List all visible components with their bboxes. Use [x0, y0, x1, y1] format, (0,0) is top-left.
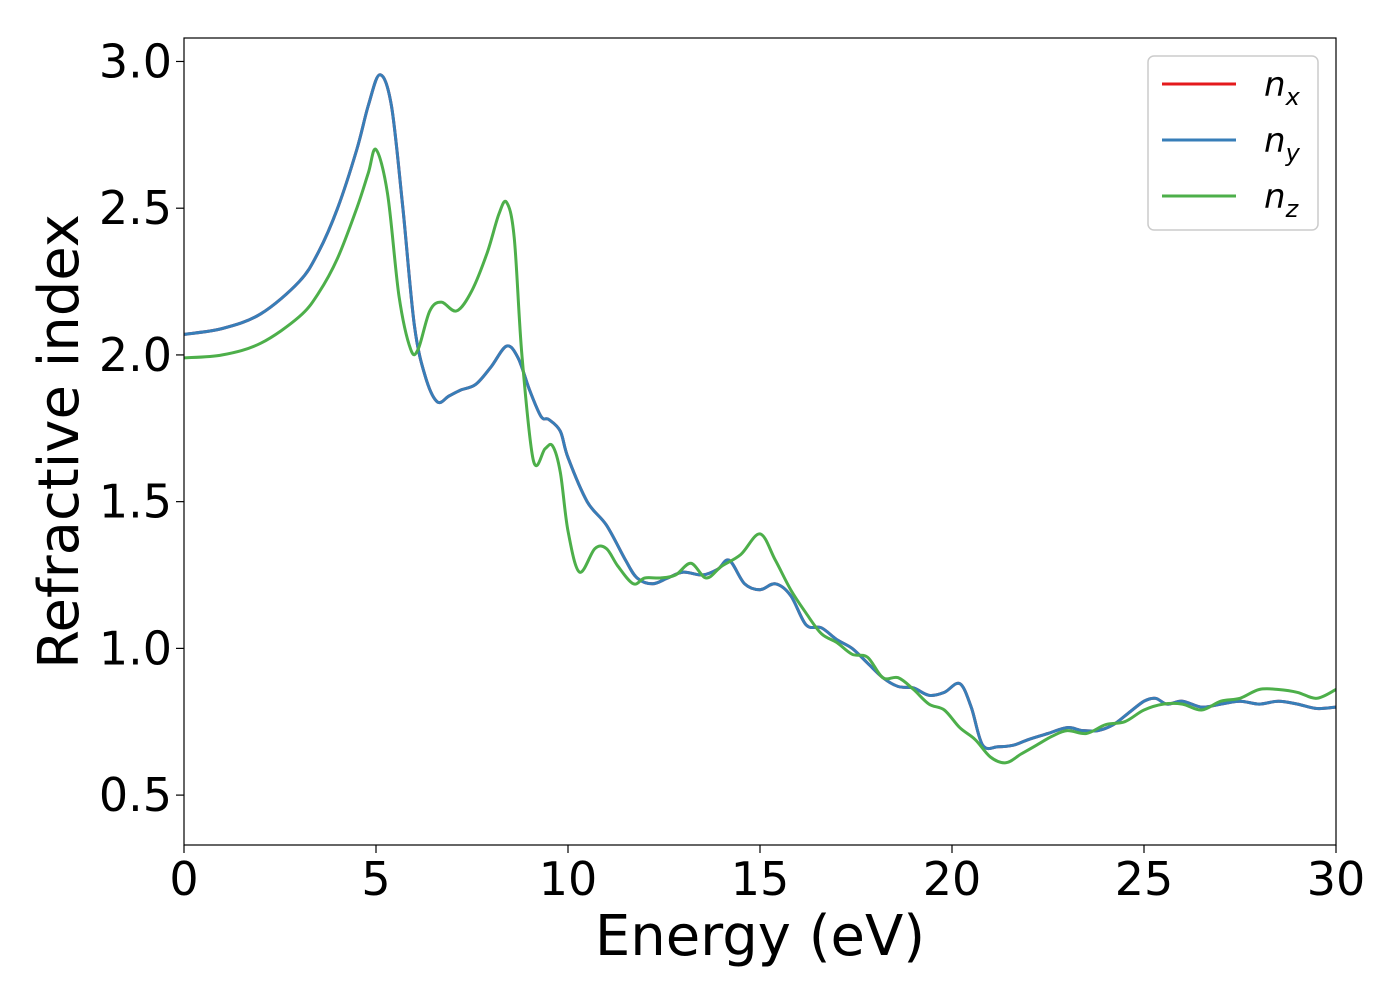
series-line-z [184, 147, 1336, 765]
y-axis-label: Refractive index [27, 214, 92, 669]
y-tick-label: 1.5 [99, 475, 172, 529]
x-tick-label: 0 [169, 852, 198, 906]
y-tick-label: 2.0 [99, 328, 172, 382]
x-tick-label: 25 [1115, 852, 1174, 906]
legend-box [1147, 55, 1319, 231]
x-tick-label: 5 [361, 852, 390, 906]
plot-area-frame [183, 37, 1337, 846]
y-tick-label: 3.0 [99, 34, 172, 88]
y-tick-label: 2.5 [99, 181, 172, 235]
x-tick-label: 15 [731, 852, 790, 906]
series-line-y [184, 73, 1336, 751]
x-tick-label: 10 [539, 852, 598, 906]
legend-label-y: ny [1264, 121, 1301, 167]
legend-label-x: nx [1264, 65, 1301, 111]
x-axis-label: Energy (eV) [595, 904, 925, 969]
x-tick-label: 20 [923, 852, 982, 906]
series-layer [184, 73, 1336, 765]
legend: nx ny nz [1147, 55, 1319, 231]
y-ticks: 0.5 1.0 1.5 2.0 2.5 3.0 [99, 34, 184, 822]
x-ticks: 0 5 10 15 20 25 30 [169, 845, 1365, 906]
y-tick-label: 0.5 [99, 768, 172, 822]
x-tick-label: 30 [1307, 852, 1366, 906]
legend-label-z: nz [1264, 177, 1300, 223]
y-tick-label: 1.0 [99, 621, 172, 675]
